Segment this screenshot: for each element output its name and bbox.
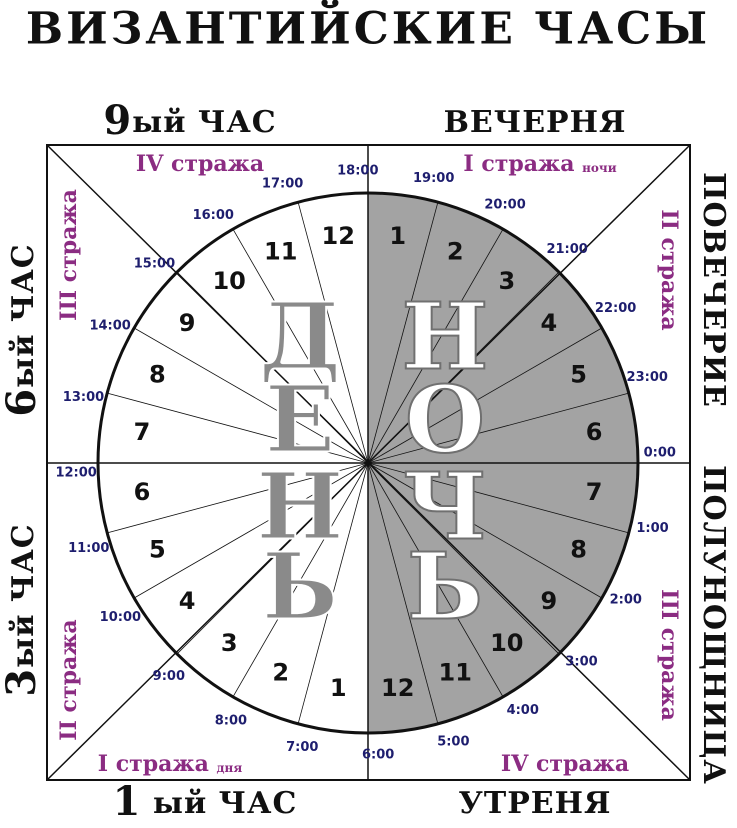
hour-number: 11 bbox=[439, 659, 472, 687]
time-label: 17:00 bbox=[262, 176, 303, 191]
hour-number: 7 bbox=[586, 478, 603, 506]
time-label: 23:00 bbox=[627, 370, 668, 385]
service-label: ПОВЕЧЕРИЕ bbox=[696, 172, 731, 408]
time-label: 3:00 bbox=[565, 655, 597, 670]
sector-line bbox=[133, 462, 369, 599]
time-label: 12:00 bbox=[55, 466, 96, 481]
time-label: 16:00 bbox=[193, 208, 234, 223]
time-label: 10:00 bbox=[100, 610, 141, 625]
time-label: 8:00 bbox=[215, 713, 247, 728]
sector-line bbox=[232, 462, 369, 698]
service-label: 9ый ЧАС bbox=[103, 97, 276, 144]
time-label: 11:00 bbox=[68, 541, 109, 556]
service-label: УТРЕНЯ bbox=[459, 786, 612, 821]
sector-line bbox=[367, 462, 439, 724]
hour-number: 6 bbox=[586, 418, 603, 446]
time-label: 5:00 bbox=[437, 735, 469, 750]
hour-number: 5 bbox=[570, 361, 587, 389]
sector-line bbox=[367, 228, 504, 464]
time-label: 1:00 bbox=[636, 521, 668, 536]
hour-number: 9 bbox=[541, 587, 558, 615]
time-label: 7:00 bbox=[286, 740, 318, 755]
hour-number: 8 bbox=[570, 535, 587, 563]
big-letter: Н bbox=[257, 453, 344, 561]
sector-line bbox=[367, 462, 560, 655]
time-label: 0:00 bbox=[644, 445, 676, 460]
time-label: 2:00 bbox=[610, 593, 642, 608]
service-label: ВЕЧЕРНЯ bbox=[444, 105, 627, 140]
sector-line bbox=[367, 462, 629, 534]
hour-number: 1 bbox=[330, 674, 347, 702]
hour-number: 2 bbox=[272, 659, 289, 687]
title: ВИЗАНТИЙСКИЕ ЧАСЫ bbox=[26, 0, 710, 55]
hour-number: 2 bbox=[447, 237, 464, 265]
sector-line bbox=[367, 392, 629, 464]
hour-number: 4 bbox=[179, 587, 196, 615]
sector-line bbox=[107, 392, 369, 464]
hour-number: 12 bbox=[322, 222, 355, 250]
big-letter: Е bbox=[265, 366, 335, 474]
service-label: 6ый ЧАС bbox=[0, 243, 45, 416]
hour-number: 7 bbox=[134, 418, 151, 446]
hour-number: 3 bbox=[498, 267, 515, 295]
watch-label: II стража bbox=[56, 619, 82, 740]
hour-number: 10 bbox=[490, 629, 523, 657]
big-letter: Н bbox=[402, 283, 489, 391]
hour-number: 5 bbox=[149, 535, 166, 563]
sector-line bbox=[297, 462, 369, 724]
sector-line bbox=[232, 228, 369, 464]
service-label: 3ый ЧАС bbox=[0, 523, 45, 696]
watch-label: IV стража bbox=[501, 751, 629, 777]
service-label: 1 ый ЧАС bbox=[113, 778, 298, 825]
hour-number: 6 bbox=[134, 478, 151, 506]
watch-label: III стража bbox=[656, 589, 682, 721]
sector-line bbox=[133, 327, 369, 464]
service-label: ПОЛУНОЩНИЦА bbox=[696, 465, 731, 785]
time-label: 6:00 bbox=[362, 747, 394, 762]
sector-line bbox=[367, 202, 439, 464]
big-letter: Ь bbox=[407, 533, 483, 641]
diagonal bbox=[46, 144, 691, 781]
hour-number: 12 bbox=[381, 674, 414, 702]
hour-number: 8 bbox=[149, 361, 166, 389]
time-label: 18:00 bbox=[337, 164, 378, 179]
hour-number: 3 bbox=[221, 629, 238, 657]
sector-line bbox=[367, 462, 504, 698]
watch-label: I стража ночи bbox=[463, 151, 616, 177]
big-letter: Ь bbox=[262, 533, 338, 641]
time-label: 20:00 bbox=[484, 198, 525, 213]
sector-line bbox=[107, 462, 369, 534]
big-letter: Ч bbox=[403, 453, 487, 561]
time-label: 14:00 bbox=[89, 318, 130, 333]
hour-number: 10 bbox=[212, 267, 245, 295]
time-label: 13:00 bbox=[63, 390, 104, 405]
watch-label: II стража bbox=[656, 209, 682, 330]
time-label: 19:00 bbox=[413, 171, 454, 186]
time-label: 4:00 bbox=[507, 703, 539, 718]
hour-number: 4 bbox=[541, 309, 558, 337]
big-letter: О bbox=[405, 366, 485, 474]
hour-number: 9 bbox=[179, 309, 196, 337]
time-label: 21:00 bbox=[546, 242, 587, 257]
watch-label: III стража bbox=[56, 189, 82, 321]
big-letter: Д bbox=[259, 283, 341, 391]
hour-number: 1 bbox=[389, 222, 406, 250]
sector-line bbox=[367, 327, 603, 464]
sector-line bbox=[367, 462, 603, 599]
time-label: 22:00 bbox=[595, 301, 636, 316]
watch-label: IV стража bbox=[136, 151, 264, 177]
hour-number: 11 bbox=[264, 237, 297, 265]
cross-lines bbox=[46, 144, 691, 781]
time-label: 9:00 bbox=[153, 669, 185, 684]
time-label: 15:00 bbox=[134, 256, 175, 271]
watch-label: I стража дня bbox=[98, 751, 243, 777]
sector-line bbox=[297, 202, 369, 464]
